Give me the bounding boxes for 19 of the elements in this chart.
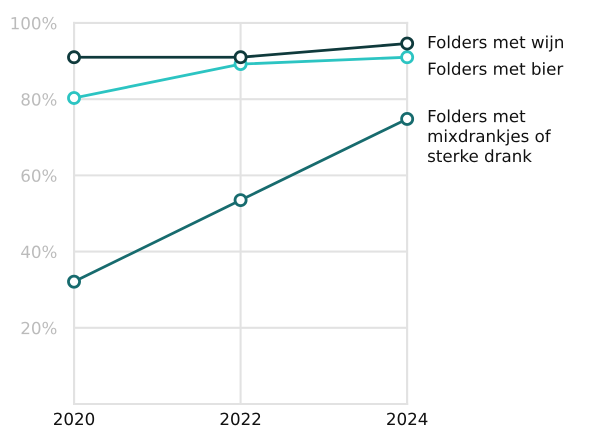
point [234,193,248,208]
series-label: Folders met wijn [428,35,563,52]
y-tick-label: 60% [21,169,56,182]
y-tick-label: 40% [21,246,56,258]
series-label: Folders met mixdrankjes of sterke drank [428,109,551,162]
y-tick-label: 20% [22,322,56,334]
y-tick-label: 100% [12,16,56,30]
point [67,50,81,64]
y-tick-label: 80% [21,93,56,106]
point [400,112,414,126]
x-tick-label: 2020 [54,412,94,426]
point [400,36,414,50]
point [67,274,81,289]
point [67,91,81,105]
point [400,50,414,64]
x-tick-label: 2024 [387,412,428,426]
series-label: Folders met bier [428,62,564,76]
point [234,50,248,64]
x-tick-label: 2022 [220,412,260,426]
